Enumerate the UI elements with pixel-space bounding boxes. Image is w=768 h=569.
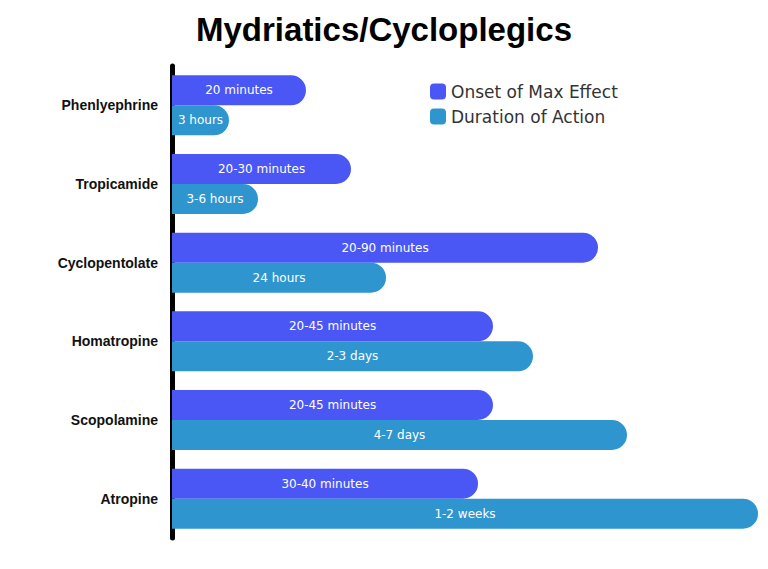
svg-text:Cyclopentolate: Cyclopentolate	[58, 255, 159, 271]
svg-text:Homatropine: Homatropine	[72, 333, 159, 349]
svg-text:3-6 hours: 3-6 hours	[186, 192, 243, 206]
svg-text:2-3 days: 2-3 days	[327, 349, 379, 363]
svg-text:Onset of Max Effect: Onset of Max Effect	[451, 82, 618, 102]
svg-text:Atropine: Atropine	[100, 491, 158, 507]
svg-text:20-30 minutes: 20-30 minutes	[218, 162, 305, 176]
svg-text:20-45 minutes: 20-45 minutes	[289, 398, 376, 412]
svg-text:Mydriatics/Cycloplegics: Mydriatics/Cycloplegics	[196, 11, 572, 48]
svg-text:Duration of Action: Duration of Action	[451, 107, 605, 127]
svg-text:Tropicamide: Tropicamide	[76, 176, 159, 192]
svg-text:1-2 weeks: 1-2 weeks	[434, 507, 495, 521]
svg-text:3 hours: 3 hours	[178, 113, 223, 127]
svg-text:20-90 minutes: 20-90 minutes	[341, 241, 428, 255]
svg-text:20-45 minutes: 20-45 minutes	[289, 319, 376, 333]
svg-text:20 minutes: 20 minutes	[205, 83, 273, 97]
svg-text:4-7 days: 4-7 days	[374, 428, 426, 442]
svg-text:30-40 minutes: 30-40 minutes	[281, 477, 368, 491]
svg-text:Scopolamine: Scopolamine	[71, 412, 158, 428]
svg-text:24 hours: 24 hours	[253, 271, 306, 285]
svg-text:Phenlyephrine: Phenlyephrine	[62, 97, 159, 113]
